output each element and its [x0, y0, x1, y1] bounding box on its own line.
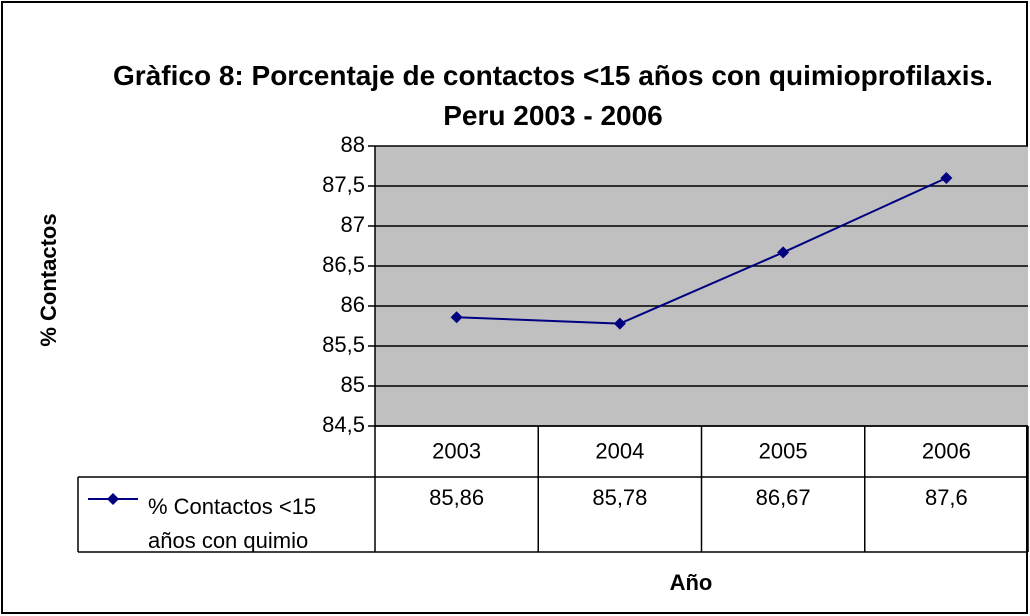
data-point	[613, 317, 626, 330]
x-axis-label: Año	[670, 570, 713, 595]
y-tick-label: 86,5	[322, 252, 365, 277]
y-tick-label: 85,5	[322, 332, 365, 357]
x-tick-label: 2006	[922, 438, 971, 463]
chart-title: Gràfico 8: Porcentaje de contactos <15 a…	[113, 60, 993, 131]
data-point	[450, 311, 463, 324]
plot-background	[375, 146, 1028, 426]
data-point	[777, 246, 790, 259]
x-tick-label: 2003	[432, 438, 481, 463]
y-tick-label: 84,5	[322, 412, 365, 437]
x-tick-label: 2005	[759, 438, 808, 463]
legend-marker	[107, 493, 119, 505]
table-value: 85,78	[592, 485, 647, 510]
table-value: 85,86	[429, 485, 484, 510]
data-point	[940, 172, 953, 184]
legend-label: % Contactos <15 años con quimio	[148, 494, 317, 553]
y-tick-label: 87,5	[322, 172, 365, 197]
y-tick-label: 87	[341, 212, 365, 237]
y-tick-label: 86	[341, 292, 365, 317]
table-value: 86,67	[756, 485, 811, 510]
table-value: 87,6	[925, 485, 968, 510]
y-axis-label: % Contactos	[36, 213, 61, 346]
series-line	[456, 177, 947, 325]
y-tick-label: 85	[341, 372, 365, 397]
x-tick-label: 2004	[595, 438, 644, 463]
y-tick-label: 88	[341, 132, 365, 157]
